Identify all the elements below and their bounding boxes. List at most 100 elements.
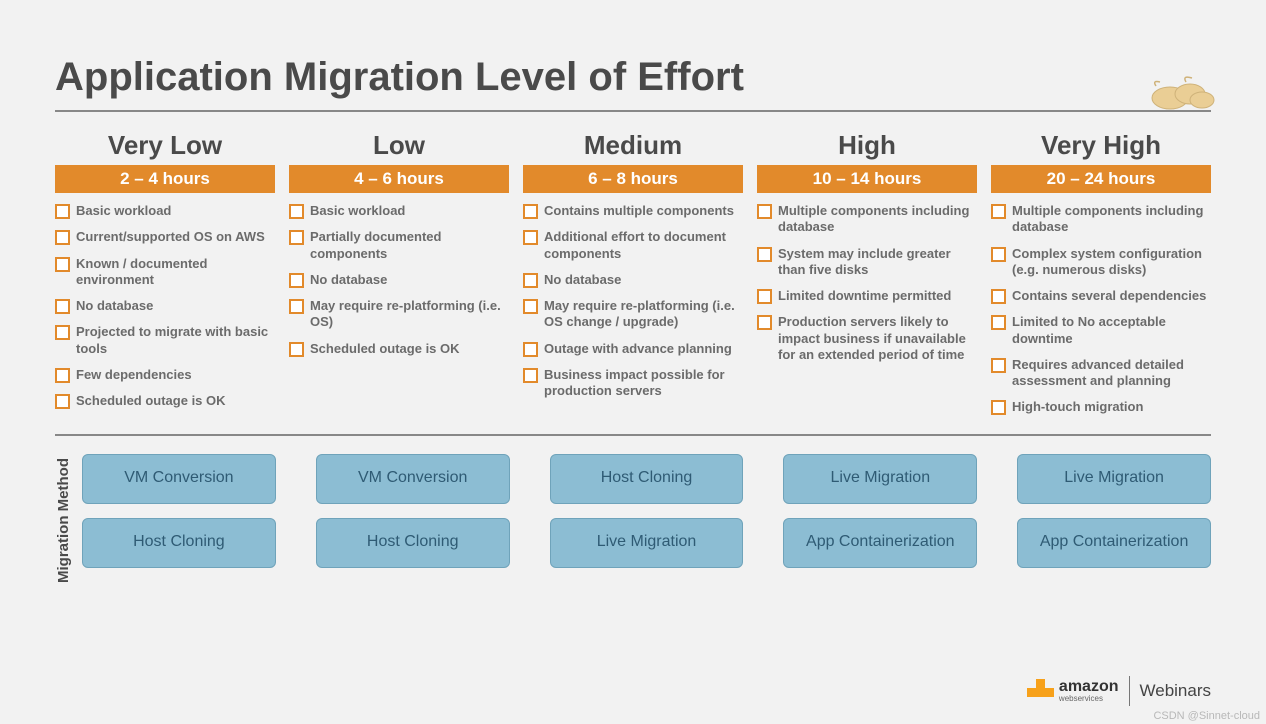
list-item: Limited downtime permitted: [757, 288, 977, 304]
item-text: Current/supported OS on AWS: [76, 229, 265, 245]
list-item: Scheduled outage is OK: [55, 393, 275, 409]
checkbox-icon: [991, 400, 1006, 415]
effort-column: Low4 – 6 hoursBasic workloadPartially do…: [289, 124, 509, 426]
item-text: Basic workload: [76, 203, 171, 219]
hours-bar: 4 – 6 hours: [289, 165, 509, 193]
column-heading: Very Low: [55, 124, 275, 165]
checkbox-icon: [289, 299, 304, 314]
column-heading: Medium: [523, 124, 743, 165]
list-item: Contains multiple components: [523, 203, 743, 219]
method-button: Host Cloning: [316, 518, 510, 568]
methods-axis-label: Migration Method: [55, 454, 72, 587]
effort-column: High10 – 14 hoursMultiple components inc…: [757, 124, 977, 426]
list-item: Known / documented environment: [55, 256, 275, 289]
list-item: Basic workload: [55, 203, 275, 219]
checkbox-icon: [523, 273, 538, 288]
list-item: Outage with advance planning: [523, 341, 743, 357]
item-text: Business impact possible for production …: [544, 367, 743, 400]
checkbox-icon: [523, 204, 538, 219]
item-text: May require re-platforming (i.e. OS): [310, 298, 509, 331]
item-text: Production servers likely to impact busi…: [778, 314, 977, 363]
item-text: Projected to migrate with basic tools: [76, 324, 275, 357]
page-title: Application Migration Level of Effort: [55, 55, 1211, 112]
item-text: Scheduled outage is OK: [76, 393, 226, 409]
method-button: Live Migration: [783, 454, 977, 504]
list-item: Few dependencies: [55, 367, 275, 383]
footer-webinars: Webinars: [1140, 681, 1212, 701]
method-column: VM ConversionHost Cloning: [316, 454, 510, 587]
list-item: Partially documented components: [289, 229, 509, 262]
list-item: Additional effort to document components: [523, 229, 743, 262]
migration-methods-section: Migration Method VM Conversion Host Cloni…: [55, 434, 1211, 587]
checkbox-icon: [55, 204, 70, 219]
brand-main: amazon: [1059, 680, 1119, 694]
slide: Application Migration Level of Effort Ve…: [0, 0, 1266, 586]
item-text: Multiple components including database: [778, 203, 977, 236]
method-button: Live Migration: [550, 518, 744, 568]
footer-branding: amazon webservices Webinars: [1027, 676, 1211, 706]
cloud-decoration-icon: [1142, 72, 1222, 112]
aws-logo: amazon webservices: [1027, 679, 1119, 703]
method-column: Live Migration App Containerization: [783, 454, 977, 587]
item-text: No database: [310, 272, 387, 288]
method-column: Live MigrationApp Containerization: [1017, 454, 1211, 587]
checkbox-icon: [523, 230, 538, 245]
checkbox-icon: [757, 289, 772, 304]
effort-columns: Very Low2 – 4 hours Basic workload Current…: [55, 124, 1211, 426]
list-item: Current/supported OS on AWS: [55, 229, 275, 245]
checkbox-icon: [757, 247, 772, 262]
method-button: VM Conversion: [82, 454, 276, 504]
item-text: Few dependencies: [76, 367, 192, 383]
item-text: Basic workload: [310, 203, 405, 219]
hours-bar: 2 – 4 hours: [55, 165, 275, 193]
item-text: Partially documented components: [310, 229, 509, 262]
methods-columns: VM ConversionHost CloningVM ConversionHo…: [82, 454, 1211, 587]
item-text: Outage with advance planning: [544, 341, 732, 357]
item-text: Complex system configuration (e.g. numer…: [1012, 246, 1211, 279]
column-heading: Very High: [991, 124, 1211, 165]
list-item: Projected to migrate with basic tools: [55, 324, 275, 357]
checkbox-icon: [55, 257, 70, 272]
list-item: Complex system configuration (e.g. numer…: [991, 246, 1211, 279]
list-item: Production servers likely to impact busi…: [757, 314, 977, 363]
item-list: Multiple components including database Sy…: [757, 203, 977, 363]
checkbox-icon: [991, 358, 1006, 373]
method-column: VM Conversion Host Cloning: [82, 454, 276, 587]
item-text: No database: [544, 272, 621, 288]
checkbox-icon: [991, 247, 1006, 262]
hours-bar: 6 – 8 hours: [523, 165, 743, 193]
watermark: CSDN @Sinnet-cloud: [1153, 710, 1260, 722]
item-text: Limited to No acceptable downtime: [1012, 314, 1211, 347]
footer-divider: [1129, 676, 1130, 706]
checkbox-icon: [55, 299, 70, 314]
list-item: Scheduled outage is OK: [289, 341, 509, 357]
method-button: Host Cloning: [82, 518, 276, 568]
list-item: Limited to No acceptable downtime: [991, 314, 1211, 347]
checkbox-icon: [55, 368, 70, 383]
checkbox-icon: [55, 325, 70, 340]
item-text: Contains multiple components: [544, 203, 734, 219]
list-item: System may include greater than five dis…: [757, 246, 977, 279]
method-button: App Containerization: [783, 518, 977, 568]
item-text: No database: [76, 298, 153, 314]
hours-bar: 20 – 24 hours: [991, 165, 1211, 193]
list-item: No database: [289, 272, 509, 288]
item-text: Contains several dependencies: [1012, 288, 1206, 304]
list-item: Business impact possible for production …: [523, 367, 743, 400]
item-text: Known / documented environment: [76, 256, 275, 289]
checkbox-icon: [991, 289, 1006, 304]
list-item: High-touch migration: [991, 399, 1211, 415]
checkbox-icon: [289, 204, 304, 219]
checkbox-icon: [991, 315, 1006, 330]
list-item: Multiple components including database: [757, 203, 977, 236]
item-text: Limited downtime permitted: [778, 288, 951, 304]
checkbox-icon: [523, 342, 538, 357]
list-item: Requires advanced detailed assessment an…: [991, 357, 1211, 390]
effort-column: Very Low2 – 4 hours Basic workload Current…: [55, 124, 275, 426]
checkbox-icon: [757, 315, 772, 330]
aws-cubes-icon: [1027, 679, 1055, 703]
checkbox-icon: [55, 230, 70, 245]
column-heading: High: [757, 124, 977, 165]
item-list: Contains multiple components Additional e…: [523, 203, 743, 399]
checkbox-icon: [523, 299, 538, 314]
